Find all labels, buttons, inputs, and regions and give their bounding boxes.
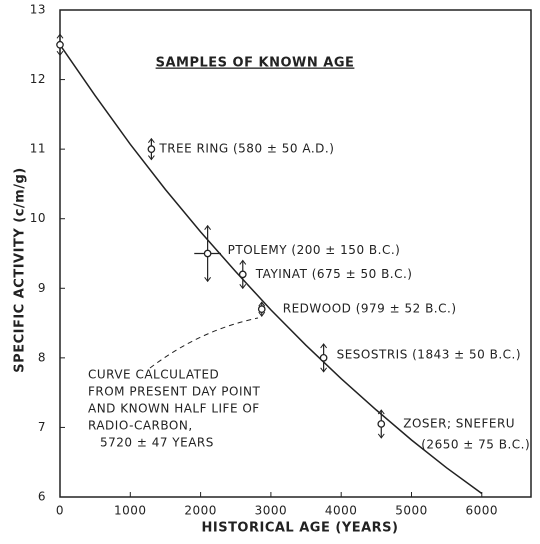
annotation: RADIO-CARBON, — [88, 419, 193, 433]
x-tick-label: 3000 — [255, 504, 288, 518]
chart-title: SAMPLES OF KNOWN AGE — [156, 56, 355, 71]
data-point — [257, 305, 266, 314]
error-arrow — [204, 224, 212, 230]
plot-frame — [59, 9, 532, 498]
error-arrow — [258, 311, 266, 317]
point-label: REDWOOD (979 ± 52 B.C.) — [283, 302, 457, 316]
y-tick-label: 6 — [38, 490, 46, 504]
error-arrow — [377, 433, 385, 439]
error-arrow — [320, 367, 328, 373]
y-tick-label: 7 — [38, 420, 46, 434]
error-arrow — [204, 277, 212, 283]
x-tick-label: 2000 — [184, 504, 217, 518]
error-arrow — [147, 155, 155, 161]
error-arrow — [377, 409, 385, 415]
y-tick-label: 12 — [30, 72, 46, 86]
point-label: TREE RING (580 ± 50 A.D.) — [158, 142, 334, 156]
point-label: TAYINAT (675 ± 50 B.C.) — [255, 267, 413, 281]
data-point — [319, 354, 328, 362]
y-tick-label: 10 — [30, 211, 46, 225]
annotation-leader — [149, 317, 259, 369]
x-axis-label: HISTORICAL AGE (YEARS) — [201, 521, 398, 536]
error-arrow — [320, 343, 328, 349]
data-point — [238, 270, 247, 279]
error-arrow — [147, 137, 155, 144]
point-label: SESOSTRIS (1843 ± 50 B.C.) — [337, 347, 521, 361]
x-tick-label: 4000 — [325, 504, 358, 518]
data-point — [377, 420, 386, 428]
data-point — [203, 249, 212, 258]
error-arrow — [239, 259, 247, 265]
annotation: 5720 ± 47 YEARS — [100, 436, 214, 450]
y-axis-label: SPECIFIC ACTIVITY (c/m/g) — [13, 167, 28, 372]
point-label: ZOSER; SNEFERU — [403, 416, 515, 430]
annotation: FROM PRESENT DAY POINT — [88, 385, 260, 399]
annotation: CURVE CALCULATED — [88, 368, 219, 382]
data-point — [147, 145, 156, 153]
y-tick-label: 8 — [38, 350, 46, 364]
annotation: AND KNOWN HALF LIFE OF — [88, 402, 260, 416]
x-tick-label: 0 — [56, 504, 64, 518]
x-tick-label: 6000 — [466, 504, 499, 518]
error-arrow — [258, 301, 266, 307]
point-label: (2650 ± 75 B.C.) — [421, 437, 530, 451]
x-tick-label: 5000 — [395, 504, 428, 518]
error-arrow — [56, 33, 64, 39]
data-point — [56, 40, 64, 49]
y-tick-label: 9 — [38, 281, 46, 295]
error-arrow — [56, 50, 64, 57]
y-tick-label: 11 — [30, 142, 46, 156]
point-label: PTOLEMY (200 ± 150 B.C.) — [228, 243, 401, 257]
calculated-curve — [59, 44, 483, 495]
y-tick-label: 13 — [30, 3, 46, 17]
x-tick-label: 1000 — [114, 504, 147, 518]
error-arrow — [239, 283, 247, 290]
